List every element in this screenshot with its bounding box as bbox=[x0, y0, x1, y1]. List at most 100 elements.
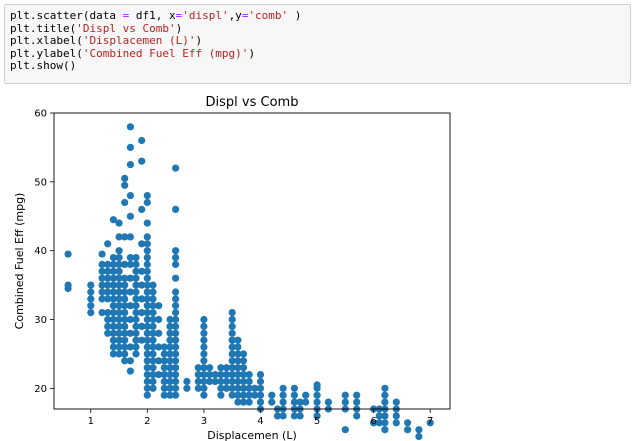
scatter-point bbox=[115, 219, 123, 227]
y-tick-label: 30 bbox=[34, 315, 47, 326]
scatter-point bbox=[279, 391, 287, 399]
scatter-point bbox=[234, 364, 242, 372]
scatter-point bbox=[155, 329, 163, 337]
scatter-point bbox=[290, 412, 298, 420]
scatter-point bbox=[172, 377, 180, 386]
scatter-point bbox=[115, 233, 123, 241]
scatter-point bbox=[149, 357, 157, 365]
code-token: .scatter(data bbox=[29, 9, 123, 22]
code-token: .title( bbox=[29, 21, 77, 35]
scatter-point bbox=[404, 419, 412, 427]
x-tick-label: 1 bbox=[88, 416, 94, 427]
scatter-point bbox=[143, 309, 151, 317]
scatter-point bbox=[138, 281, 146, 289]
scatter-point bbox=[234, 398, 242, 406]
scatter-point bbox=[194, 371, 202, 379]
scatter-point bbox=[149, 343, 157, 351]
scatter-point bbox=[121, 329, 129, 337]
scatter-point bbox=[126, 233, 134, 241]
scatter-point bbox=[245, 398, 253, 406]
scatter-point bbox=[353, 412, 361, 420]
scatter-point bbox=[166, 329, 174, 337]
scatter-point bbox=[155, 302, 163, 310]
code-token: plt bbox=[10, 46, 30, 60]
scatter-point bbox=[115, 322, 123, 330]
scatter-point bbox=[234, 391, 242, 399]
scatter-point bbox=[160, 391, 168, 399]
scatter-point bbox=[155, 315, 163, 324]
chart-title: Displ vs Comb bbox=[206, 95, 299, 110]
scatter-point bbox=[381, 419, 389, 427]
scatter-point bbox=[172, 384, 180, 392]
scatter-point bbox=[279, 412, 287, 420]
scatter-point bbox=[121, 336, 129, 344]
x-tick-label: 4 bbox=[257, 416, 263, 427]
scatter-point bbox=[160, 364, 168, 372]
scatter-point bbox=[251, 384, 259, 392]
scatter-point bbox=[126, 274, 134, 282]
scatter-point bbox=[290, 384, 298, 392]
scatter-point bbox=[415, 426, 423, 434]
scatter-point bbox=[121, 174, 129, 182]
scatter-point bbox=[415, 432, 423, 441]
scatter-point bbox=[155, 343, 163, 351]
scatter-point bbox=[381, 412, 389, 420]
scatter-point bbox=[206, 377, 214, 386]
scatter-point bbox=[172, 357, 180, 365]
code-token: ) bbox=[195, 34, 203, 48]
scatter-point bbox=[172, 295, 180, 303]
scatter-point bbox=[341, 426, 349, 434]
scatter-point bbox=[166, 371, 174, 379]
scatter-point bbox=[166, 350, 174, 358]
scatter-point bbox=[228, 384, 236, 392]
scatter-point bbox=[98, 267, 106, 275]
scatter-point bbox=[143, 295, 151, 303]
scatter-point bbox=[104, 288, 112, 296]
scatter-point bbox=[279, 398, 287, 406]
scatter-point bbox=[104, 322, 112, 330]
scatter-point bbox=[121, 198, 129, 207]
scatter-point bbox=[98, 309, 106, 317]
scatter-point bbox=[160, 377, 168, 386]
scatter-point bbox=[149, 384, 157, 392]
code-cell[interactable]: plt.scatter(data = df1, x='displ',y='com… bbox=[4, 4, 631, 84]
scatter-point bbox=[132, 343, 140, 351]
code-editor[interactable]: plt.scatter(data = df1, x='displ',y='com… bbox=[10, 9, 630, 73]
scatter-point bbox=[302, 398, 310, 406]
y-tick-label: 50 bbox=[34, 177, 47, 188]
scatter-point bbox=[381, 398, 389, 406]
scatter-point bbox=[109, 309, 117, 317]
scatter-point bbox=[228, 377, 236, 386]
scatter-point bbox=[228, 329, 236, 337]
scatter-point bbox=[115, 281, 123, 289]
scatter-point bbox=[104, 281, 112, 289]
scatter-point bbox=[256, 398, 265, 406]
scatter-point bbox=[126, 343, 134, 351]
code-token: plt bbox=[10, 21, 30, 35]
scatter-point bbox=[138, 295, 146, 303]
scatter-point bbox=[279, 384, 287, 392]
scatter-point bbox=[109, 350, 117, 358]
scatter-point bbox=[121, 357, 129, 365]
scatter-point bbox=[239, 384, 248, 392]
scatter-point bbox=[234, 343, 242, 351]
code-token: ) bbox=[288, 9, 302, 22]
scatter-point bbox=[172, 247, 180, 255]
scatter-point bbox=[143, 391, 151, 399]
scatter-point bbox=[217, 364, 225, 372]
scatter-point bbox=[228, 343, 236, 351]
scatter-point bbox=[296, 398, 304, 406]
scatter-point bbox=[98, 250, 106, 258]
scatter-point bbox=[104, 295, 112, 303]
scatter-point bbox=[121, 274, 129, 282]
scatter-point bbox=[87, 295, 95, 303]
code-token: 'displ' bbox=[182, 9, 229, 22]
scatter-point bbox=[126, 329, 134, 337]
scatter-point bbox=[172, 329, 180, 337]
scatter-point bbox=[143, 322, 151, 330]
scatter-point bbox=[109, 267, 117, 275]
scatter-point bbox=[239, 364, 248, 372]
x-axis-label: Displacemen (L) bbox=[207, 429, 297, 441]
scatter-point bbox=[166, 315, 174, 324]
scatter-point bbox=[234, 377, 242, 386]
